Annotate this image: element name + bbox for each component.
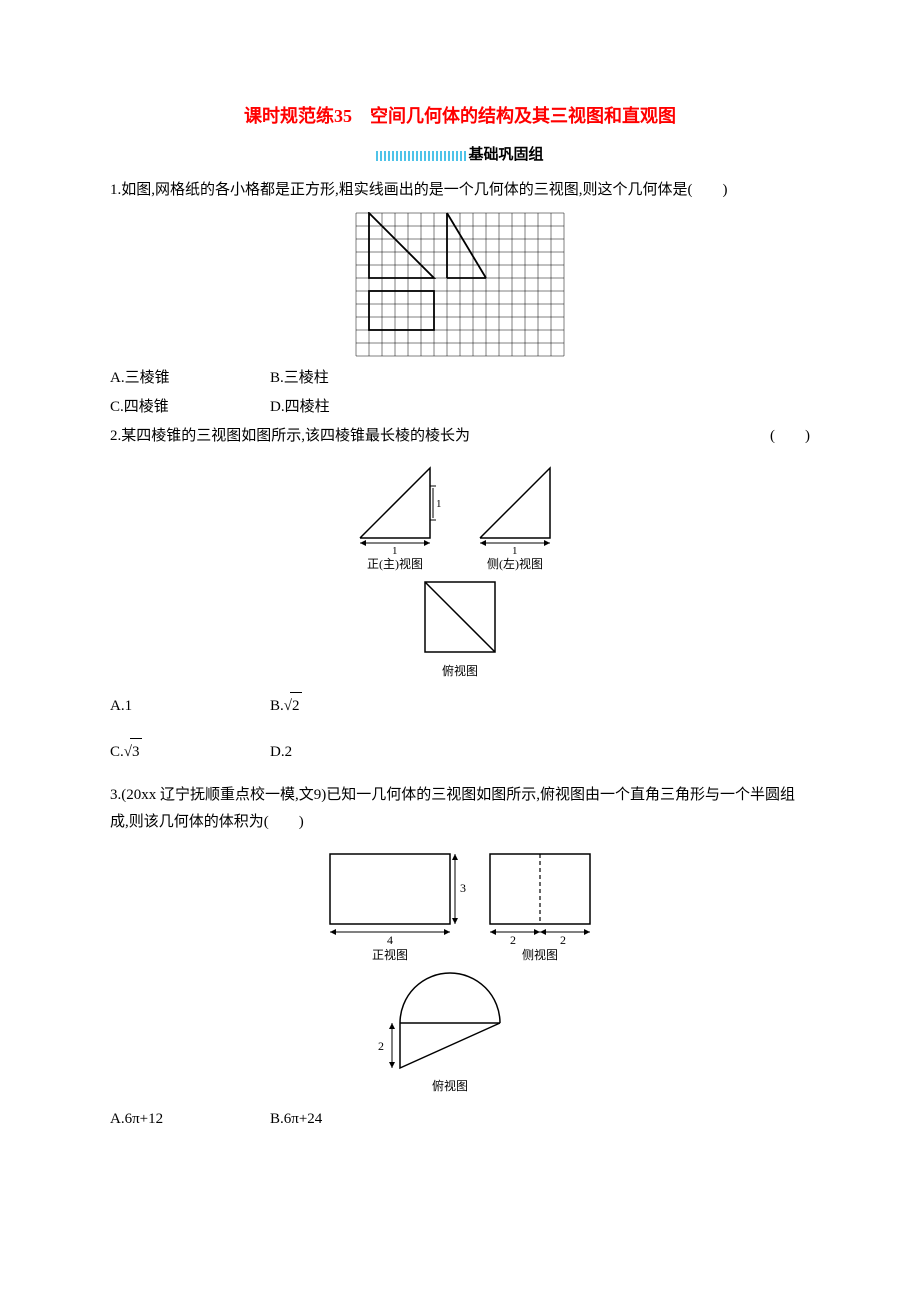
svg-text:1: 1 <box>392 545 398 557</box>
q3-option-b: B.6π+24 <box>270 1106 430 1133</box>
q1-option-a: A.三棱锥 <box>110 365 270 392</box>
q2-figure: 1 1 1 正(主)视图 侧(左)视图 俯视图 <box>110 458 810 682</box>
q2-option-a: A.1 <box>110 693 270 720</box>
svg-text:2: 2 <box>510 933 516 947</box>
section-header: 基础巩固组 <box>110 142 810 169</box>
q1-figure <box>110 212 810 357</box>
svg-text:2: 2 <box>378 1039 384 1053</box>
q1-options-row1: A.三棱锥 B.三棱柱 <box>110 365 810 392</box>
svg-text:俯视图: 俯视图 <box>432 1078 468 1093</box>
radical-icon: √2 <box>284 692 302 720</box>
q1-option-d: D.四棱柱 <box>270 394 430 421</box>
q2-options-row2: C.√3 D.2 <box>110 738 810 766</box>
q2-option-b-prefix: B. <box>270 698 284 714</box>
svg-text:2: 2 <box>560 933 566 947</box>
q1-stem: 1.如图,网格纸的各小格都是正方形,粗实线画出的是一个几何体的三视图,则这个几何… <box>110 177 810 204</box>
q2-stem: 2.某四棱锥的三视图如图所示,该四棱锥最长棱的棱长为 <box>110 423 770 450</box>
q2-option-b: B.√2 <box>270 692 430 720</box>
q2-option-c-prefix: C. <box>110 744 124 760</box>
wavy-underline <box>376 151 466 161</box>
svg-text:1: 1 <box>436 498 442 510</box>
q2-option-c: C.√3 <box>110 738 270 766</box>
q3-option-a: A.6π+12 <box>110 1106 270 1133</box>
svg-text:正视图: 正视图 <box>372 947 408 962</box>
q3-figure: 3 4 2 2 正视图 侧视图 <box>110 844 810 1098</box>
svg-text:1: 1 <box>512 545 518 557</box>
section-label: 基础巩固组 <box>468 147 543 163</box>
q2-stem-row: 2.某四棱锥的三视图如图所示,该四棱锥最长棱的棱长为 ( ) <box>110 423 810 450</box>
q2-paren: ( ) <box>770 423 810 450</box>
q2-option-d: D.2 <box>270 739 430 766</box>
radical-icon: √3 <box>124 738 142 766</box>
q1-bold-lines <box>369 213 486 330</box>
q2-options-row1: A.1 B.√2 <box>110 692 810 720</box>
svg-text:4: 4 <box>387 933 393 947</box>
q3-options-row1: A.6π+12 B.6π+24 <box>110 1106 810 1133</box>
q1-option-b: B.三棱柱 <box>270 365 430 392</box>
svg-text:侧视图: 侧视图 <box>522 947 558 962</box>
svg-text:正(主)视图: 正(主)视图 <box>367 556 423 571</box>
svg-text:3: 3 <box>460 881 466 895</box>
page-title: 课时规范练35 空间几何体的结构及其三视图和直观图 <box>110 100 810 132</box>
q3-stem: 3.(20xx 辽宁抚顺重点校一模,文9)已知一几何体的三视图如图所示,俯视图由… <box>110 782 810 836</box>
svg-text:侧(左)视图: 侧(左)视图 <box>487 556 543 571</box>
q1-option-c: C.四棱锥 <box>110 394 270 421</box>
q1-options-row2: C.四棱锥 D.四棱柱 <box>110 394 810 421</box>
svg-text:俯视图: 俯视图 <box>442 663 478 678</box>
